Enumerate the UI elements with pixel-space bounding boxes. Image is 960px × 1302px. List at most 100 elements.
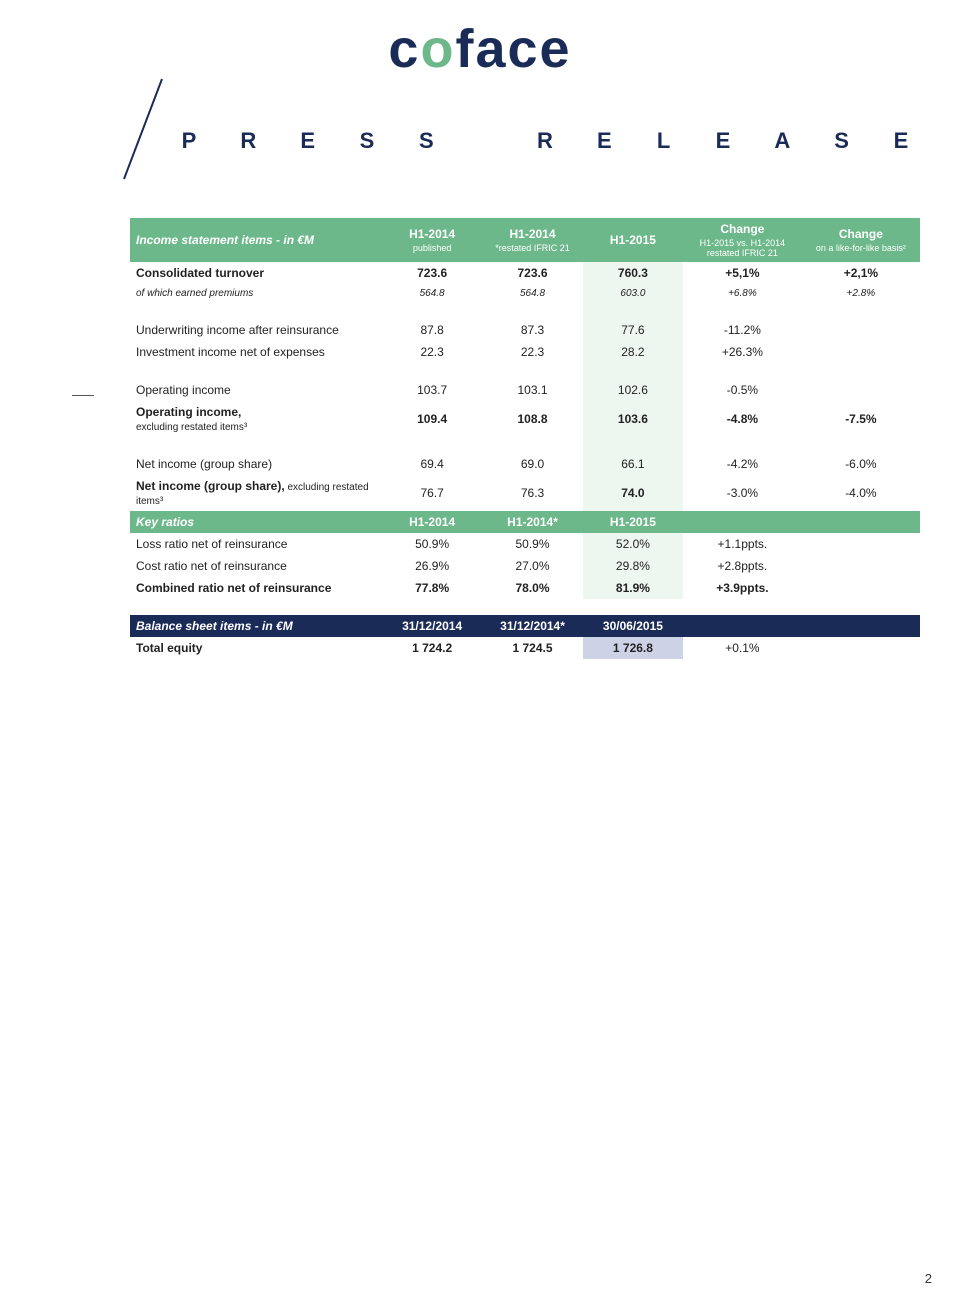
- logo-letter: a: [475, 18, 507, 80]
- cell: 87.8: [382, 319, 482, 341]
- logo-letter: f: [455, 18, 475, 80]
- balance-header-col3: 30/06/2015: [583, 615, 683, 637]
- press-release-banner: P R E S S R E L E A S E: [0, 88, 960, 168]
- press-letter: P: [172, 128, 208, 154]
- cell: [802, 533, 920, 555]
- cell: [802, 379, 920, 401]
- cell: +1.1ppts.: [683, 533, 802, 555]
- ratios-header-col2: H1-2014*: [482, 511, 583, 533]
- row-operating-income: Operating income 103.7 103.1 102.6 -0.5%: [130, 379, 920, 401]
- cell: -6.0%: [802, 453, 920, 475]
- press-release-letters: P R E S S R E L E A S E: [172, 128, 920, 154]
- page: c o f a c e P R E S S R E L E A S E: [0, 0, 960, 1302]
- cell-label: Operating income,excluding restated item…: [130, 401, 382, 437]
- income-header-col3: H1-2015: [583, 218, 683, 262]
- income-header-col5: Changeon a like-for-like basis²: [802, 218, 920, 262]
- cell: 27.0%: [482, 555, 583, 577]
- row-net-income: Net income (group share) 69.4 69.0 66.1 …: [130, 453, 920, 475]
- cell-highlight: 81.9%: [583, 577, 683, 599]
- cell-highlight: 1 726.8: [583, 637, 683, 659]
- cell-highlight: 102.6: [583, 379, 683, 401]
- cell: [802, 319, 920, 341]
- cell: -4.2%: [683, 453, 802, 475]
- balance-header-blank: [683, 615, 802, 637]
- balance-header-col2: 31/12/2014*: [482, 615, 583, 637]
- cell: 78.0%: [482, 577, 583, 599]
- cell: 564.8: [482, 284, 583, 303]
- cell: 103.7: [382, 379, 482, 401]
- cell: 26.9%: [382, 555, 482, 577]
- income-header-col2: H1-2014*restated IFRIC 21: [482, 218, 583, 262]
- cell: 77.8%: [382, 577, 482, 599]
- cell: 564.8: [382, 284, 482, 303]
- income-header-row: Income statement items - in €M H1-2014pu…: [130, 218, 920, 262]
- cell: [802, 577, 920, 599]
- press-letter: R: [528, 128, 564, 154]
- cell-label: Loss ratio net of reinsurance: [130, 533, 382, 555]
- row-net-income-ex: Net income (group share), excluding rest…: [130, 475, 920, 511]
- cell-label: Combined ratio net of reinsurance: [130, 577, 382, 599]
- logo-letter: c: [507, 18, 539, 80]
- income-header-label: Income statement items - in €M: [130, 218, 382, 262]
- cell-label: Operating income: [130, 379, 382, 401]
- row-consolidated: Consolidated turnover 723.6 723.6 760.3 …: [130, 262, 920, 284]
- balance-header-row: Balance sheet items - in €M 31/12/2014 3…: [130, 615, 920, 637]
- cell-label: Underwriting income after reinsurance: [130, 319, 382, 341]
- row-underwriting: Underwriting income after reinsurance 87…: [130, 319, 920, 341]
- press-letter: E: [884, 128, 920, 154]
- cell-label: Investment income net of expenses: [130, 341, 382, 363]
- cell: +6.8%: [683, 284, 802, 303]
- cell: 109.4: [382, 401, 482, 437]
- cell: -4.0%: [802, 475, 920, 511]
- brand-logo: c o f a c e: [0, 18, 960, 80]
- spacer-row: [130, 363, 920, 379]
- cell: 1 724.2: [382, 637, 482, 659]
- cell-highlight: 52.0%: [583, 533, 683, 555]
- cell: +5,1%: [683, 262, 802, 284]
- balance-header-label: Balance sheet items - in €M: [130, 615, 382, 637]
- ratios-header-label: Key ratios: [130, 511, 382, 533]
- cell: 50.9%: [382, 533, 482, 555]
- cell: 108.8: [482, 401, 583, 437]
- spacer-row: [130, 437, 920, 453]
- slash-decoration: [110, 74, 180, 184]
- cell-highlight: 103.6: [583, 401, 683, 437]
- cell-highlight: 603.0: [583, 284, 683, 303]
- cell: +26.3%: [683, 341, 802, 363]
- cell: -11.2%: [683, 319, 802, 341]
- cell-highlight: 760.3: [583, 262, 683, 284]
- cell-highlight: 74.0: [583, 475, 683, 511]
- cell: 22.3: [482, 341, 583, 363]
- spacer-row: [130, 303, 920, 319]
- press-gap: [469, 128, 505, 154]
- cell: 50.9%: [482, 533, 583, 555]
- press-letter: E: [291, 128, 327, 154]
- cell-label: Net income (group share): [130, 453, 382, 475]
- ratios-header-col1: H1-2014: [382, 511, 482, 533]
- cell-highlight: 66.1: [583, 453, 683, 475]
- row-investment: Investment income net of expenses 22.3 2…: [130, 341, 920, 363]
- row-total-equity: Total equity 1 724.2 1 724.5 1 726.8 +0.…: [130, 637, 920, 659]
- cell: +2.8%: [802, 284, 920, 303]
- row-premiums: of which earned premiums 564.8 564.8 603…: [130, 284, 920, 303]
- cell-label: Total equity: [130, 637, 382, 659]
- cell: 723.6: [382, 262, 482, 284]
- row-combined-ratio: Combined ratio net of reinsurance 77.8% …: [130, 577, 920, 599]
- press-letter: A: [765, 128, 801, 154]
- cell: [802, 555, 920, 577]
- page-number: 2: [925, 1271, 932, 1286]
- cell: +0.1%: [683, 637, 802, 659]
- cell-highlight: 77.6: [583, 319, 683, 341]
- press-letter: S: [825, 128, 861, 154]
- ratios-header-blank: [802, 511, 920, 533]
- cell: 69.4: [382, 453, 482, 475]
- cell-label: of which earned premiums: [130, 284, 382, 303]
- cell-label: Cost ratio net of reinsurance: [130, 555, 382, 577]
- cell: 103.1: [482, 379, 583, 401]
- cell-label: Consolidated turnover: [130, 262, 382, 284]
- logo-letter: c: [388, 18, 420, 80]
- cell: 76.3: [482, 475, 583, 511]
- ratios-header-col3: H1-2015: [583, 511, 683, 533]
- cell: -3.0%: [683, 475, 802, 511]
- cell: -0.5%: [683, 379, 802, 401]
